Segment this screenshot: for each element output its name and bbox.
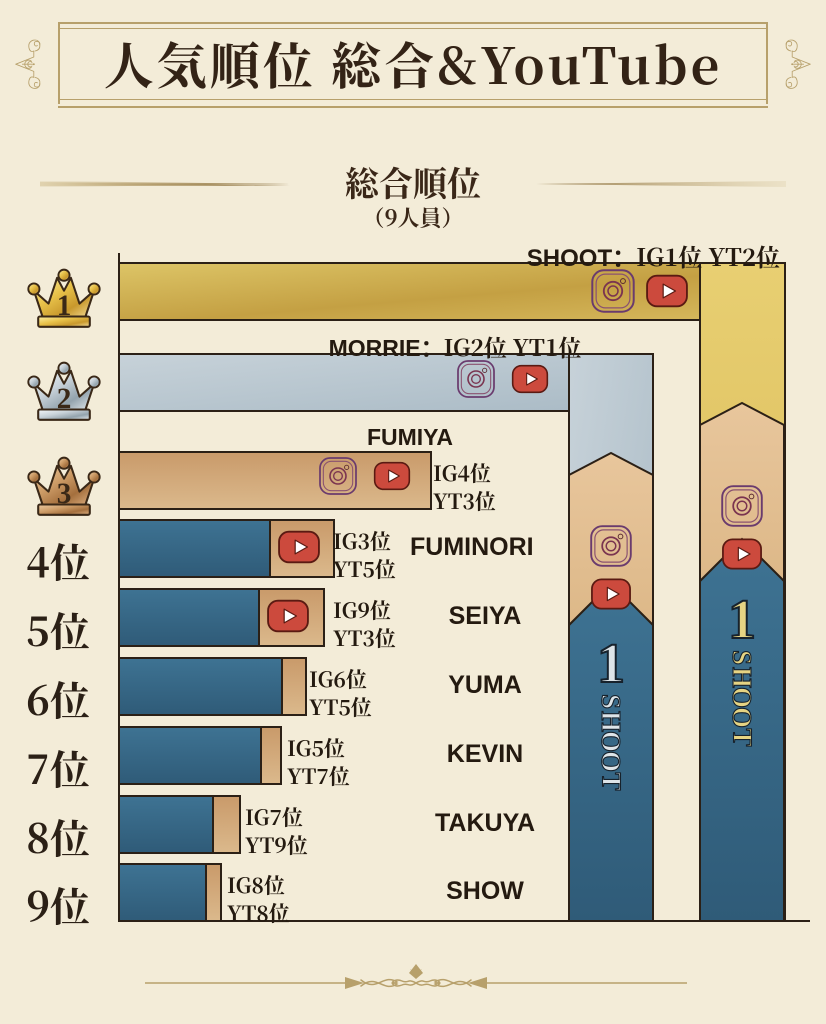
svg-text:1: 1 xyxy=(57,290,72,322)
svg-text:3: 3 xyxy=(57,478,72,510)
svg-text:2: 2 xyxy=(57,383,72,415)
